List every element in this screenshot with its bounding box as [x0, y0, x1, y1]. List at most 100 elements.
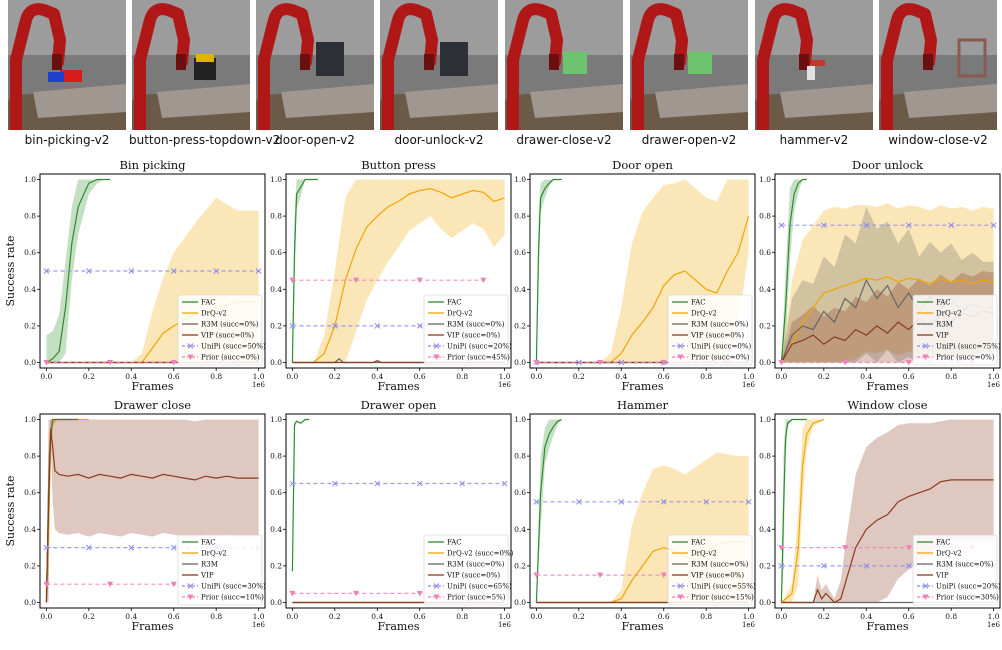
chart-legend: FAC DrQ-v2 R3M (succ=0%) VIP (succ=0%) UniPi… — [667, 534, 756, 606]
plot-frame — [774, 173, 1001, 369]
data-point — [533, 498, 540, 505]
x-scale-label: 1e6 — [498, 381, 512, 389]
legend-box — [667, 534, 753, 606]
legend-entry: DrQ-v2 — [447, 310, 473, 318]
legend-entry: Prior (succ=10%) — [201, 594, 264, 602]
data-point — [353, 590, 360, 597]
data-point — [618, 498, 625, 505]
plot-frame — [285, 173, 512, 369]
data-point — [289, 480, 296, 487]
task-caption: door-open-v2 — [275, 133, 355, 147]
robot-arm — [134, 3, 190, 130]
x-axis-label: Frames — [621, 380, 663, 393]
legend-marker — [677, 583, 684, 589]
task-caption: door-unlock-v2 — [394, 133, 484, 147]
y-tick-label: 0.8 — [24, 212, 36, 221]
x-tick-label: 0.0 — [530, 372, 542, 381]
plot-frame — [285, 413, 512, 609]
legend-entry: DrQ-v2 — [201, 550, 227, 558]
task-caption: bin-picking-v2 — [24, 133, 110, 147]
legend-entry: UniPi (succ=20%) — [447, 343, 512, 351]
data-point — [43, 268, 50, 274]
data-point — [501, 480, 508, 487]
x-tick-label: 0.4 — [371, 372, 383, 381]
plot-frame — [39, 173, 266, 369]
data-point — [43, 544, 50, 551]
object-hammer — [811, 60, 825, 66]
x-tick-label: 0.8 — [456, 372, 468, 381]
chart-title: Drawer close — [114, 398, 191, 412]
data-point — [331, 323, 338, 329]
data-point — [85, 544, 92, 551]
legend-marker — [187, 354, 194, 360]
y-tick-label: 0.8 — [270, 212, 282, 221]
x-tick-label: 0.4 — [860, 372, 872, 381]
y-tick-label: 0.0 — [24, 598, 36, 607]
scene-tray — [655, 84, 748, 118]
x-tick-label: 0.2 — [573, 372, 585, 381]
x-tick-label: 0.2 — [329, 372, 341, 381]
legend-entry: UniPi (succ=50%) — [201, 343, 266, 351]
legend-entry: FAC — [691, 299, 706, 307]
chart-panel: Drawer close 0.0 0.2 0.4 0.6 0.8 1.0 0.0 0.2 0.4 0… — [4, 398, 266, 633]
series-line — [780, 178, 807, 363]
data-point — [842, 545, 849, 551]
object-window — [957, 38, 987, 78]
legend-entry: R3M (succ=0%) — [201, 321, 259, 329]
x-scale-label: 1e6 — [742, 381, 756, 389]
x-scale-label: 1e6 — [252, 621, 266, 629]
data-point — [660, 572, 667, 579]
x-tick-label: 0.6 — [414, 612, 426, 621]
series-band — [292, 179, 505, 363]
series-band — [46, 419, 259, 603]
legend-box — [667, 294, 753, 366]
series-line — [780, 418, 807, 603]
task-thumbnail-bin-picking-v2 — [8, 0, 126, 130]
data-point — [597, 360, 604, 366]
legend-marker — [187, 343, 194, 349]
chart-legend: FAC DrQ-v2 R3M (succ=0%) VIP (succ=0%) UniPi… — [423, 294, 512, 366]
y-tick-label: 0.6 — [24, 248, 36, 257]
data-point — [416, 323, 423, 329]
legend-entry: R3M (succ=0%) — [447, 321, 505, 329]
series-line — [292, 360, 505, 364]
series-line — [780, 275, 994, 363]
object-safe — [440, 42, 468, 76]
scene-door-open-v2 — [256, 0, 374, 130]
data-point — [289, 277, 296, 284]
task-caption: hammer-v2 — [779, 133, 849, 147]
task-caption: window-close-v2 — [888, 133, 988, 147]
series-line — [46, 178, 110, 364]
x-tick-label: 0.2 — [83, 612, 95, 621]
legend-box — [423, 534, 509, 606]
legend-entry: Prior (succ=0%) — [201, 354, 260, 362]
x-tick-label: 0.8 — [210, 372, 222, 381]
chart-legend: FAC DrQ-v2 R3M VIP UniPi (succ=75%) Prior (su… — [912, 294, 1001, 366]
data-point — [374, 480, 381, 487]
data-point — [128, 268, 135, 274]
object-button-box — [194, 58, 216, 80]
series-band — [781, 419, 994, 603]
data-point — [170, 360, 177, 366]
data-point — [43, 360, 50, 366]
data-point — [820, 563, 827, 569]
y-axis-label: Success rate — [4, 236, 17, 307]
x-scale-label: 1e6 — [498, 621, 512, 629]
legend-entry: UniPi (succ=75%) — [936, 343, 1001, 351]
data-point — [905, 360, 912, 366]
y-axis-label: Success rate — [4, 476, 17, 547]
y-tick-label: 0.2 — [24, 561, 36, 570]
robot-gripper — [300, 54, 310, 70]
series-line — [536, 215, 750, 364]
legend-entry: DrQ-v2 — [936, 550, 962, 558]
data-point — [255, 268, 262, 274]
data-point — [170, 581, 177, 588]
task-caption: drawer-close-v2 — [516, 133, 612, 147]
y-tick-label: 0.8 — [514, 212, 526, 221]
scene-button-press-topdown-v2 — [132, 0, 250, 130]
object-button — [196, 54, 214, 62]
y-tick-label: 0.0 — [514, 358, 526, 367]
x-tick-label: 0.2 — [818, 372, 830, 381]
y-tick-label: 1.0 — [270, 415, 282, 424]
data-point — [480, 277, 487, 284]
